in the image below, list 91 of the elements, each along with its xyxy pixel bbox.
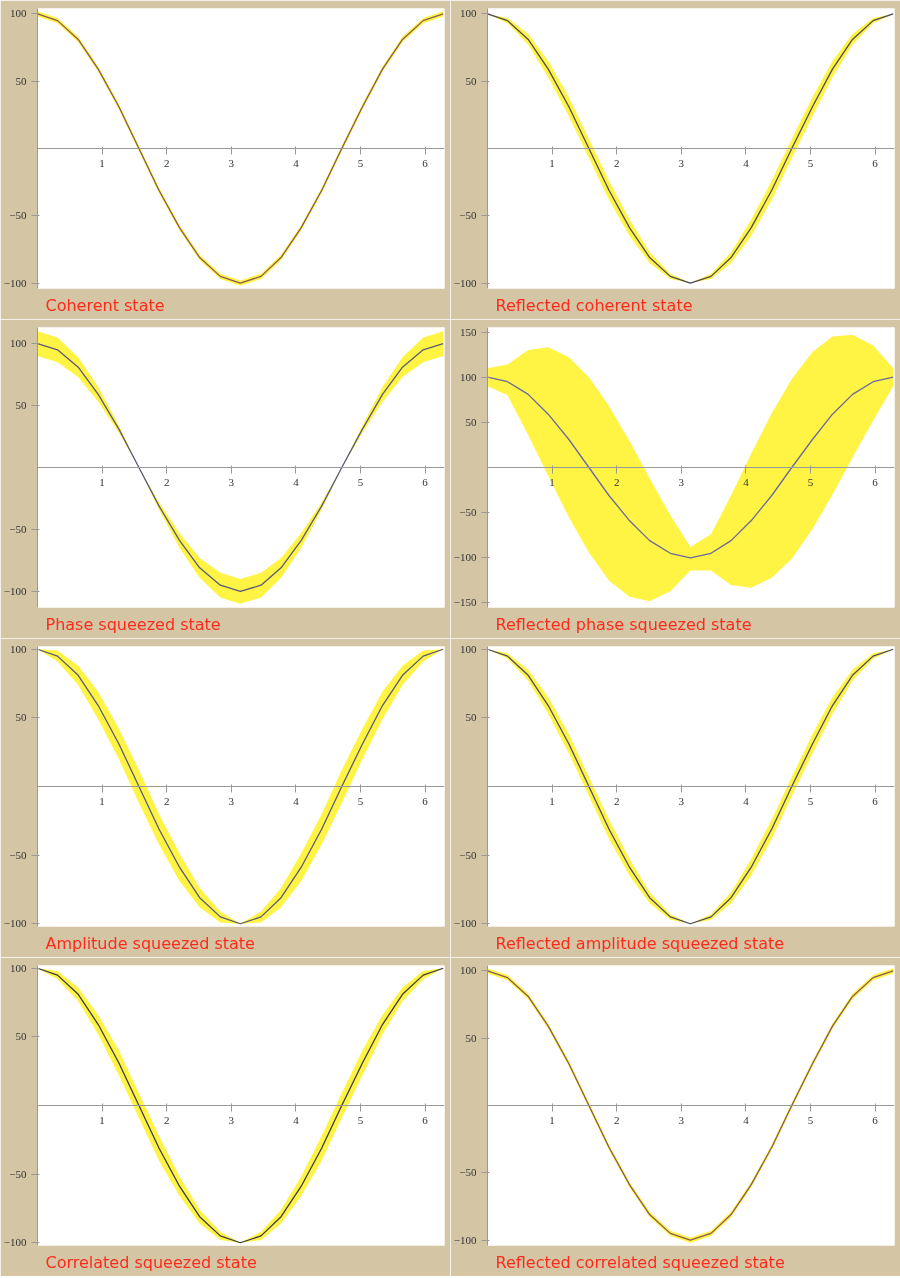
y-tick-label: 50	[465, 415, 477, 428]
y-tick-label: 50	[465, 711, 477, 724]
x-tick-label: 2	[613, 156, 620, 169]
y-tick-label: −100	[3, 917, 27, 930]
y-tick-label: −50	[459, 848, 477, 861]
x-tick-label: 2	[163, 1113, 170, 1126]
y-tick-label: 50	[15, 1030, 27, 1043]
y-tick-label: −50	[9, 209, 27, 222]
x-tick-label: 1	[99, 794, 105, 807]
x-tick-label: 1	[99, 475, 105, 488]
y-tick-label: −100	[3, 276, 27, 289]
x-tick-label: 4	[293, 1113, 300, 1126]
x-tick-label: 2	[163, 475, 170, 488]
y-tick-label: −100	[453, 551, 477, 564]
x-tick-label: 5	[357, 794, 364, 807]
x-tick-label: 5	[357, 156, 364, 169]
y-tick-label: 100	[10, 7, 27, 20]
text: Reflected correlated squeezed state	[495, 1252, 785, 1272]
x-tick-label: 6	[422, 475, 429, 488]
y-tick-label: −50	[459, 506, 477, 519]
text: Correlated squeezed state	[45, 1252, 257, 1272]
x-tick-label: 5	[807, 156, 814, 169]
y-tick-label: −100	[453, 1233, 477, 1246]
x-tick-label: 6	[872, 475, 879, 488]
y-tick-label: −50	[459, 209, 477, 222]
y-tick-label: 50	[15, 711, 27, 724]
x-tick-label: 3	[678, 475, 685, 488]
x-tick-label: 5	[357, 1113, 364, 1126]
x-tick-label: 5	[807, 1113, 814, 1126]
y-tick-label: 100	[10, 642, 27, 655]
x-tick-label: 2	[163, 156, 170, 169]
y-tick-label: −50	[9, 1167, 27, 1180]
text: Phase squeezed state	[45, 614, 221, 634]
x-tick-label: 4	[743, 156, 750, 169]
text: Reflected coherent state	[495, 295, 693, 315]
x-tick-label: 6	[872, 156, 879, 169]
y-tick-label: 100	[460, 370, 477, 383]
y-tick-label: 100	[10, 961, 27, 974]
y-tick-label: −150	[453, 596, 477, 609]
line-series	[487, 376, 894, 559]
x-tick-label: 6	[422, 156, 429, 169]
x-tick-label: 1	[549, 794, 555, 807]
x-tick-label: 1	[549, 475, 555, 488]
x-tick-label: 1	[99, 1113, 105, 1126]
text: Amplitude squeezed state	[45, 933, 255, 953]
x-tick-label: 3	[678, 1113, 685, 1126]
y-tick-label: −50	[459, 1166, 477, 1179]
x-tick-label: 4	[743, 1113, 750, 1126]
y-tick-label: −100	[453, 276, 477, 289]
y-tick-label: 50	[15, 399, 27, 412]
x-tick-label: 3	[228, 794, 235, 807]
y-tick-label: 100	[460, 964, 477, 977]
x-tick-label: 3	[678, 794, 685, 807]
text: Reflected phase squeezed state	[495, 614, 752, 634]
y-tick-label: 50	[465, 74, 477, 87]
x-tick-label: 4	[293, 475, 300, 488]
y-tick-label: −100	[3, 1236, 27, 1249]
x-tick-label: 2	[163, 794, 170, 807]
x-tick-label: 4	[743, 794, 750, 807]
x-tick-label: 6	[422, 1113, 429, 1126]
x-tick-label: 2	[613, 1113, 620, 1126]
x-tick-label: 3	[228, 156, 235, 169]
x-tick-label: 4	[743, 475, 750, 488]
x-tick-label: 4	[293, 156, 300, 169]
y-tick-label: −100	[453, 917, 477, 930]
x-tick-label: 3	[228, 475, 235, 488]
y-tick-label: 100	[460, 7, 477, 20]
x-tick-label: 3	[678, 156, 685, 169]
x-tick-label: 1	[549, 1113, 555, 1126]
x-tick-label: 6	[422, 794, 429, 807]
y-tick-label: 150	[460, 325, 477, 338]
y-tick-label: 100	[460, 642, 477, 655]
x-tick-label: 6	[872, 794, 879, 807]
x-tick-label: 2	[613, 794, 620, 807]
y-tick-label: −100	[3, 584, 27, 597]
y-tick-label: 50	[465, 1031, 477, 1044]
y-tick-label: 50	[15, 74, 27, 87]
text: Coherent state	[45, 295, 165, 315]
x-tick-label: 5	[807, 475, 814, 488]
x-tick-label: 1	[549, 156, 555, 169]
x-tick-label: 2	[613, 475, 620, 488]
y-tick-label: −50	[9, 848, 27, 861]
x-tick-label: 5	[807, 794, 814, 807]
x-tick-label: 1	[99, 156, 105, 169]
text: Reflected amplitude squeezed state	[495, 933, 785, 953]
x-tick-label: 3	[228, 1113, 235, 1126]
x-tick-label: 6	[872, 1113, 879, 1126]
x-tick-label: 4	[293, 794, 300, 807]
x-tick-label: 5	[357, 475, 364, 488]
y-tick-label: −50	[9, 522, 27, 535]
y-tick-label: 100	[10, 337, 27, 350]
